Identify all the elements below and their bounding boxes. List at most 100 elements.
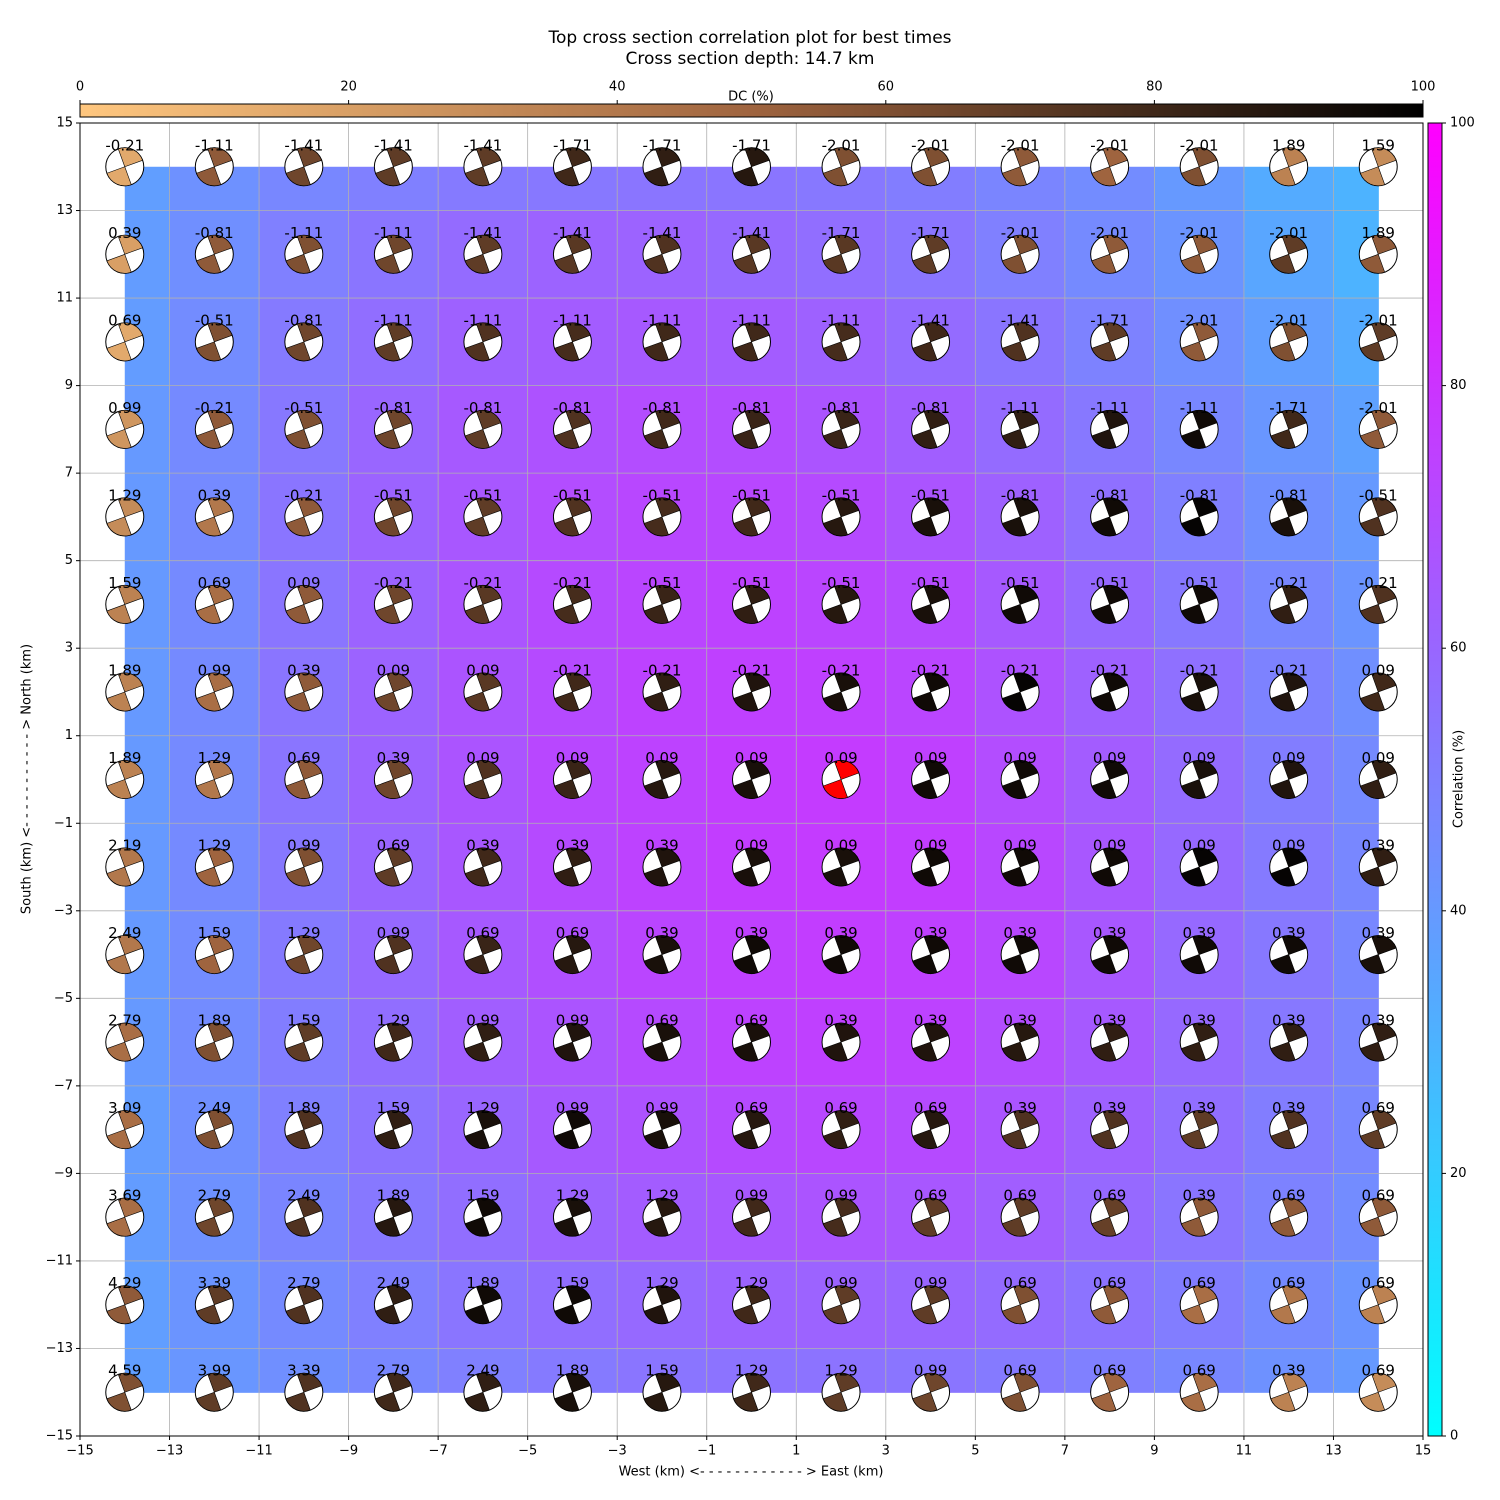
beachball-quadrant [744, 760, 770, 780]
time-shift-label: -0.51 [643, 574, 682, 592]
beachball-quadrant [296, 935, 323, 955]
y-tick-label: 15 [56, 116, 73, 131]
time-shift-label: -1.71 [911, 224, 950, 242]
beachball-quadrant [285, 1304, 311, 1324]
time-shift-label: -0.21 [553, 661, 592, 679]
beachball-quadrant [386, 585, 412, 605]
time-shift-label: 0.39 [1272, 1012, 1305, 1030]
time-shift-label: 0.09 [1362, 749, 1395, 767]
beachball-quadrant [296, 497, 323, 518]
beachball-quadrant [923, 1022, 949, 1043]
beachball-quadrant [117, 410, 144, 430]
beachball-quadrant [476, 235, 502, 255]
beachball-quadrant [1270, 604, 1296, 624]
beachball-quadrant [375, 1391, 401, 1412]
beachball-quadrant [554, 516, 580, 537]
beachball-quadrant [912, 1304, 938, 1324]
beachball-quadrant [1001, 691, 1027, 712]
time-shift-label: -0.81 [463, 399, 502, 417]
beachball-quadrant [1091, 604, 1117, 624]
time-shift-label: 0.09 [1182, 749, 1215, 767]
time-shift-label: 0.09 [1003, 837, 1036, 855]
beachball-quadrant [643, 779, 669, 799]
x-axis-label: West (km) <- - - - - - - - - - - - > Eas… [619, 1465, 884, 1480]
beachball-quadrant [1281, 322, 1307, 343]
y-tick-label: −9 [54, 1166, 73, 1181]
time-shift-label: -1.11 [1001, 399, 1040, 417]
beachball-quadrant [1359, 253, 1386, 274]
y-tick-label: −15 [46, 1429, 73, 1444]
time-shift-label: 1.59 [466, 1187, 499, 1205]
time-shift-label: 0.69 [1003, 1362, 1036, 1380]
beachball-quadrant [655, 235, 681, 255]
beachball-quadrant [834, 1197, 860, 1218]
dc-colorbar [79, 103, 1424, 118]
beachball-quadrant [117, 235, 144, 255]
beachball-quadrant [912, 1129, 938, 1149]
time-shift-label: 3.09 [108, 1099, 141, 1117]
beachball-quadrant [1091, 341, 1117, 362]
x-tick-label: −15 [66, 1444, 93, 1459]
beachball-quadrant [1281, 672, 1307, 693]
time-shift-label: -0.81 [732, 399, 771, 417]
time-shift-label: 0.99 [556, 1012, 589, 1030]
beachball-quadrant [1192, 585, 1218, 605]
beachball-quadrant [1371, 760, 1397, 780]
time-shift-label: 0.09 [1362, 661, 1395, 679]
beachball-quadrant [296, 847, 323, 868]
time-shift-label: 0.69 [1182, 1362, 1215, 1380]
beachball-quadrant [554, 1129, 580, 1149]
beachball-quadrant [834, 1022, 860, 1043]
beachball-quadrant [1359, 954, 1386, 974]
beachball-quadrant [386, 1197, 412, 1218]
time-shift-label: -0.21 [374, 574, 413, 592]
time-shift-label: 1.29 [287, 924, 320, 942]
time-shift-label: 0.99 [735, 1187, 768, 1205]
beachball-quadrant [733, 341, 759, 362]
time-shift-label: 0.69 [287, 749, 320, 767]
beachball-quadrant [923, 1110, 949, 1131]
time-shift-label: 4.29 [108, 1274, 141, 1292]
time-shift-label: 3.39 [198, 1274, 231, 1292]
time-shift-label: 0.39 [377, 749, 410, 767]
beachball-quadrant [117, 1197, 144, 1218]
beachball-quadrant [1102, 1197, 1128, 1218]
beachball-quadrant [117, 147, 144, 168]
time-shift-label: -0.21 [553, 574, 592, 592]
beachball-quadrant [565, 672, 591, 693]
beachball-quadrant [1270, 516, 1296, 537]
beachball-quadrant [733, 1041, 759, 1062]
beachball-quadrant [476, 1285, 502, 1306]
time-shift-label: -0.51 [1090, 574, 1129, 592]
beachball-quadrant [196, 866, 222, 887]
time-shift-label: -0.21 [1269, 661, 1308, 679]
beachball-quadrant [565, 1285, 591, 1306]
x-tick-label: 3 [882, 1444, 890, 1459]
beachball-quadrant [196, 779, 222, 799]
beachball-quadrant [1180, 428, 1207, 449]
time-shift-label: 1.29 [198, 749, 231, 767]
time-shift-label: 0.39 [1003, 924, 1036, 942]
time-shift-label: 0.39 [1272, 1362, 1305, 1380]
time-shift-label: 0.69 [556, 924, 589, 942]
time-shift-label: 2.19 [108, 837, 141, 855]
beachball-quadrant [375, 253, 401, 274]
beachball-quadrant [106, 166, 132, 187]
time-shift-label: 1.59 [556, 1274, 589, 1292]
time-shift-label: -2.01 [1180, 136, 1219, 154]
beachball-quadrant [565, 847, 591, 868]
time-shift-label: 0.39 [1362, 924, 1395, 942]
beachball-quadrant [822, 253, 848, 274]
beachball-quadrant [834, 497, 860, 518]
time-shift-label: 0.99 [377, 924, 410, 942]
time-shift-label: -1.41 [374, 136, 413, 154]
beachball-quadrant [1371, 847, 1397, 868]
time-shift-label: 0.99 [466, 1012, 499, 1030]
beachball-quadrant [1270, 1041, 1296, 1062]
beachball-quadrant [1371, 1022, 1397, 1043]
beachball-quadrant [1359, 866, 1386, 887]
time-shift-label: 0.69 [466, 924, 499, 942]
beachball-quadrant [554, 1304, 580, 1324]
time-shift-label: 0.39 [914, 924, 947, 942]
beachball-quadrant [1091, 516, 1117, 537]
